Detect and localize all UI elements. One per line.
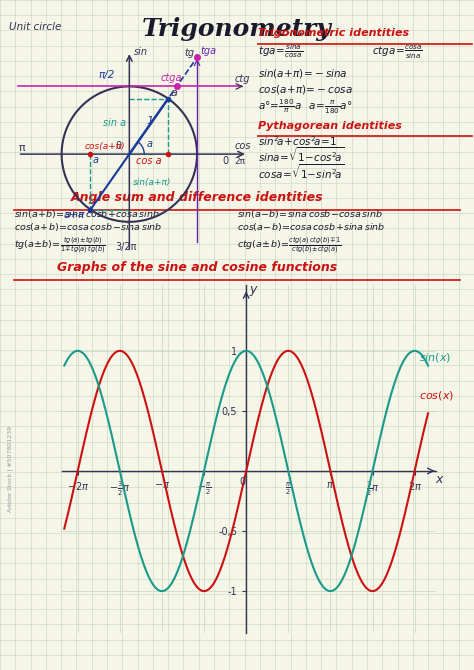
Text: $sin(a\!-\!b)\!=\!sina\,cosb\!-\!cosa\,sinb$: $sin(a\!-\!b)\!=\!sina\,cosb\!-\!cosa\,s… — [237, 208, 383, 220]
Text: $ctg(a\!\pm\! b)\!=\!\frac{ctg(a)\,ctg(b)\!\mp\!1}{ctg(b)\!\pm\! ctg(a)}$: $ctg(a\!\pm\! b)\!=\!\frac{ctg(a)\,ctg(b… — [237, 236, 341, 256]
Text: $cos(a\!-\!b)\!=\!cosa\,cosb\!+\!sina\,sinb$: $cos(a\!-\!b)\!=\!cosa\,cosb\!+\!sina\,s… — [237, 222, 385, 233]
Text: cos: cos — [234, 141, 251, 151]
Text: Pythagorean identities: Pythagorean identities — [258, 121, 402, 131]
Text: $tg(a\!\pm\! b)\!=\!\frac{tg(a)\!\pm\! tg(b)}{1\!\mp\! tg(a)\,tg(b)}$: $tg(a\!\pm\! b)\!=\!\frac{tg(a)\!\pm\! t… — [14, 236, 106, 256]
Text: $cos(a\!+\!\pi)\!=\!-cosa$: $cos(a\!+\!\pi)\!=\!-cosa$ — [258, 83, 353, 96]
Text: Trigonometric identities: Trigonometric identities — [258, 28, 410, 38]
Text: Angle sum and difference identities: Angle sum and difference identities — [71, 191, 324, 204]
Text: ctg: ctg — [234, 74, 250, 84]
Text: 3/2π: 3/2π — [116, 243, 137, 253]
Text: a+π: a+π — [64, 210, 85, 220]
Text: $sin(a\!+\!b)\!=\!sina\,cosb\!+\!cosa\,sinb$: $sin(a\!+\!b)\!=\!sina\,cosb\!+\!cosa\,s… — [14, 208, 160, 220]
Text: tga: tga — [201, 46, 217, 56]
Text: a: a — [92, 155, 99, 165]
Text: cos a: cos a — [136, 155, 162, 165]
Text: sin a: sin a — [103, 119, 126, 129]
Text: $sin(a\!+\!\pi)\!=\!-sina$: $sin(a\!+\!\pi)\!=\!-sina$ — [258, 67, 348, 80]
Text: 0: 0 — [115, 141, 121, 151]
Text: y: y — [249, 283, 257, 296]
Text: $cosa\!=\!\sqrt{1\!-\!sin^2\!a}$: $cosa\!=\!\sqrt{1\!-\!sin^2\!a}$ — [258, 162, 345, 181]
Text: π/2: π/2 — [99, 70, 115, 80]
Text: a: a — [147, 139, 153, 149]
Text: $sina\!=\!\sqrt{1\!-\!cos^2\!a}$: $sina\!=\!\sqrt{1\!-\!cos^2\!a}$ — [258, 145, 345, 164]
Text: 2π: 2π — [234, 157, 246, 165]
Text: Unit circle: Unit circle — [9, 22, 62, 32]
Text: π: π — [19, 143, 26, 153]
Text: sin(a+π): sin(a+π) — [133, 178, 171, 187]
Text: 0: 0 — [223, 156, 229, 166]
Text: $a°\!=\!\frac{180}{\pi}a\;\;\;a\!=\!\frac{\pi}{180}a°$: $a°\!=\!\frac{180}{\pi}a\;\;\;a\!=\!\fra… — [258, 97, 353, 116]
Text: $cos(x)$: $cos(x)$ — [419, 389, 454, 403]
Text: 1: 1 — [147, 116, 154, 126]
Text: x: x — [436, 473, 443, 486]
Text: ctga: ctga — [161, 73, 182, 83]
Text: Adobe Stock | #507801239: Adobe Stock | #507801239 — [8, 426, 13, 512]
Text: 0: 0 — [239, 478, 246, 487]
Text: $sin(x)$: $sin(x)$ — [419, 351, 451, 364]
Text: cos(a+π): cos(a+π) — [84, 143, 125, 151]
Text: a: a — [171, 88, 178, 98]
Text: $sin^2\!a\!+\!cos^2\!a\!=\!1$: $sin^2\!a\!+\!cos^2\!a\!=\!1$ — [258, 134, 337, 148]
Text: tg: tg — [185, 48, 195, 58]
Text: $cos(a\!+\!b)\!=\!cosa\,cosb\!-\!sina\,sinb$: $cos(a\!+\!b)\!=\!cosa\,cosb\!-\!sina\,s… — [14, 222, 163, 233]
Text: $ctga\!=\!\frac{cosa}{sina}$: $ctga\!=\!\frac{cosa}{sina}$ — [372, 44, 423, 61]
Text: sin: sin — [133, 47, 147, 56]
Text: Graphs of the sine and cosine functions: Graphs of the sine and cosine functions — [57, 261, 337, 274]
Text: $tga\!=\!\frac{sina}{cosa}$: $tga\!=\!\frac{sina}{cosa}$ — [258, 42, 303, 60]
Text: Trigonometry: Trigonometry — [142, 17, 332, 41]
